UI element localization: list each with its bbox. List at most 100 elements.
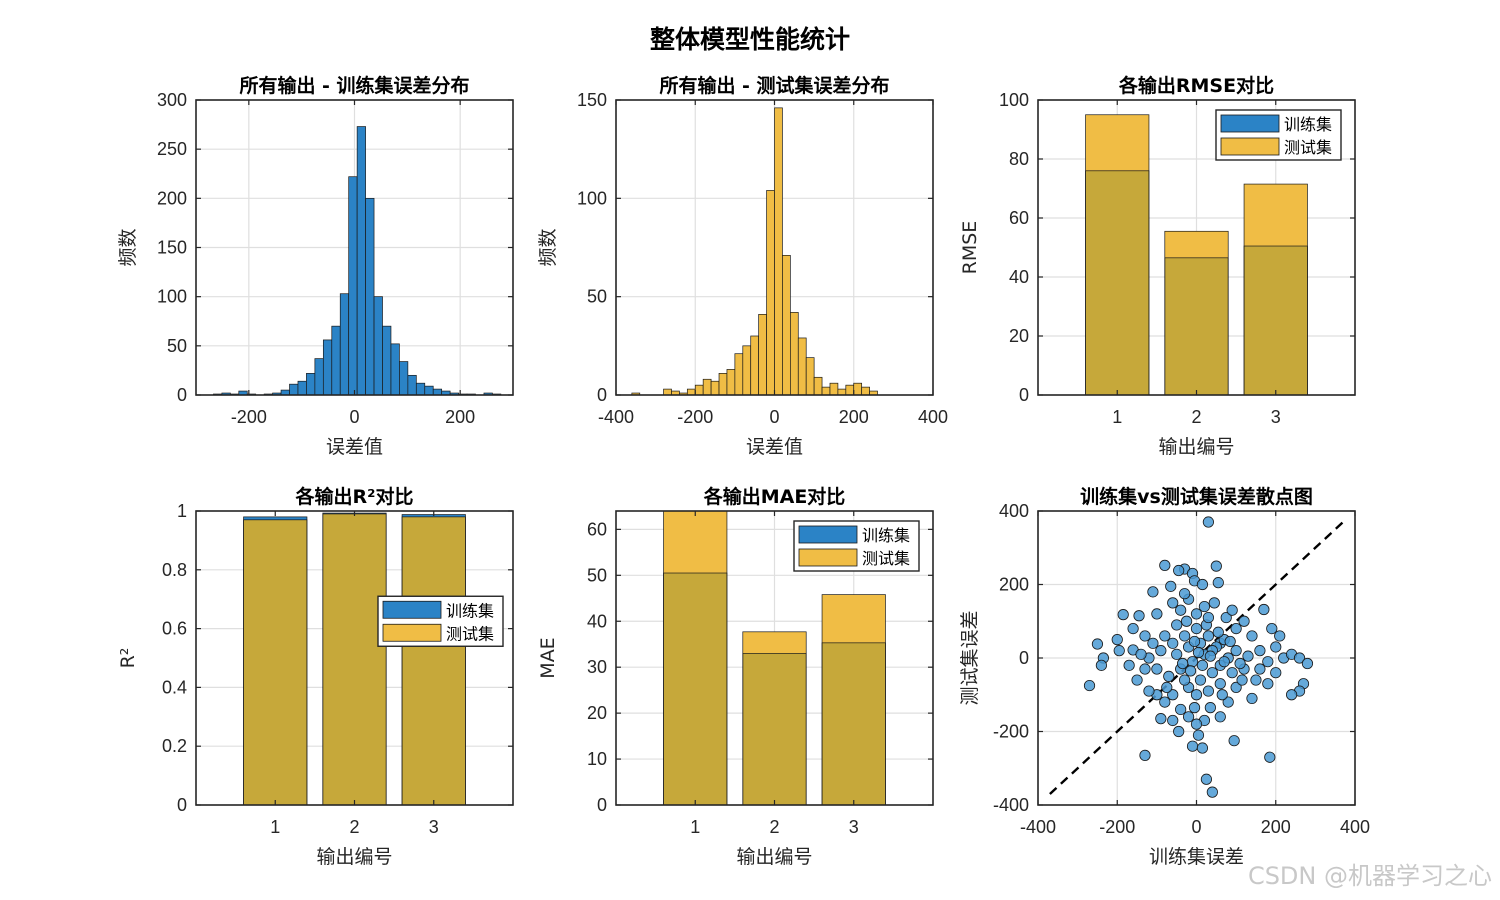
y-axis-label: 测试集误差 xyxy=(959,610,981,705)
scatter-point xyxy=(1180,615,1193,627)
y-tick-label: 100 xyxy=(157,287,187,307)
scatter-point xyxy=(1186,740,1199,752)
scatter-point xyxy=(1151,663,1163,675)
scatter-point xyxy=(1159,630,1171,642)
scatter-point xyxy=(1165,580,1177,592)
scatter-point xyxy=(1204,702,1216,714)
scatter-point xyxy=(1220,611,1232,624)
scatter-point xyxy=(1173,725,1185,738)
bar-overlap xyxy=(1164,257,1229,395)
scatter-point xyxy=(1246,692,1258,705)
plot-marks xyxy=(243,512,466,806)
ticks: -200 0 200 0 50 100 150 200 250 300 xyxy=(157,90,513,427)
subplot-title: 各输出R²对比 xyxy=(295,485,414,508)
scatter-point xyxy=(1188,702,1201,714)
histogram-bar xyxy=(782,255,791,396)
histogram-bar xyxy=(821,386,831,396)
histogram-bar xyxy=(339,293,350,396)
subplot-title: 所有输出 - 测试集误差分布 xyxy=(659,74,889,97)
scatter-point xyxy=(1202,630,1214,642)
scatter-point xyxy=(1155,645,1167,657)
histogram-bar xyxy=(726,369,736,396)
legend-label-train: 训练集 xyxy=(446,601,494,620)
scatter-point xyxy=(1216,689,1228,701)
legend-label-train: 训练集 xyxy=(862,526,910,545)
y-tick-label: 0 xyxy=(177,795,187,815)
histogram-bar xyxy=(845,384,855,396)
x-tick-label: 2 xyxy=(349,817,359,837)
histogram-bar xyxy=(829,382,839,396)
scatter-point xyxy=(1198,600,1211,613)
y-tick-label: 60 xyxy=(587,519,607,539)
y-tick-label: -400 xyxy=(993,795,1029,815)
x-tick-label: 400 xyxy=(918,407,948,427)
scatter-point xyxy=(1131,674,1143,686)
scatter-point xyxy=(1212,577,1224,589)
y-tick-label: 0 xyxy=(597,385,607,405)
y-tick-label: 0 xyxy=(597,795,607,815)
bar-overlap xyxy=(402,516,466,805)
bar-excess xyxy=(1085,114,1149,171)
histogram-bar xyxy=(750,335,759,396)
histogram-bar xyxy=(382,325,392,396)
scatter-point xyxy=(1202,685,1214,697)
plot-marks xyxy=(1049,516,1344,798)
x-tick-label: 0 xyxy=(349,407,359,427)
scatter-point xyxy=(1179,674,1191,686)
scatter-point xyxy=(1214,678,1226,690)
scatter-point xyxy=(1196,659,1209,671)
ticks: 1 2 3 0 20 40 60 80 100 xyxy=(999,90,1355,427)
x-tick-label: 1 xyxy=(1112,407,1122,427)
x-axis-label: 输出编号 xyxy=(736,846,812,868)
scatter-point xyxy=(1135,648,1147,660)
scatter-point xyxy=(1095,659,1108,671)
x-tick-label: -400 xyxy=(598,407,634,427)
y-tick-label: 30 xyxy=(587,657,607,677)
y-tick-label: 60 xyxy=(1009,208,1029,228)
scatter-point xyxy=(1236,674,1248,686)
scatter-point xyxy=(1214,711,1226,723)
subplot-title: 各输出RMSE对比 xyxy=(1118,74,1274,97)
scatter-point xyxy=(1179,630,1191,642)
y-tick-label: 300 xyxy=(157,90,187,110)
scatter-point xyxy=(1167,689,1179,701)
bar-excess xyxy=(1164,231,1229,258)
y-tick-label: 40 xyxy=(1009,267,1029,287)
x-tick-label: 2 xyxy=(1191,407,1201,427)
scatter-point xyxy=(1179,588,1191,600)
scatter-point xyxy=(1147,637,1159,649)
subplot-2: -400 -200 0 200 400 0 50 100 150 所有输出 - 测试集误差分布误差… xyxy=(537,74,948,458)
y-tick-label: 100 xyxy=(999,90,1029,110)
scatter-point xyxy=(1123,659,1135,671)
scatter-point xyxy=(1204,650,1216,662)
histogram-bar xyxy=(853,382,863,396)
scatter-point xyxy=(1155,713,1167,725)
scatter-point xyxy=(1208,597,1220,609)
histogram-bar xyxy=(407,374,417,396)
bar-overlap xyxy=(1244,246,1308,395)
scatter-point xyxy=(1218,656,1230,668)
histogram-bar xyxy=(306,373,316,396)
scatter-point xyxy=(1173,564,1185,577)
histogram-bar xyxy=(356,126,366,396)
scatter-point xyxy=(1270,641,1282,653)
y-tick-label: -200 xyxy=(993,722,1029,742)
scatter-point xyxy=(1163,670,1175,682)
y-tick-label: 40 xyxy=(587,611,607,631)
x-axis-label: 误差值 xyxy=(326,436,383,458)
histogram-bar xyxy=(789,312,799,396)
histogram-bar xyxy=(861,386,870,396)
scatter-point xyxy=(1250,674,1262,686)
watermark: CSDN @机器学习之心 xyxy=(1248,862,1492,890)
bar-excess xyxy=(1244,184,1308,247)
scatter-point xyxy=(1230,681,1242,694)
ticks: -400 -200 0 200 400 0 50 100 150 xyxy=(577,90,948,427)
subplot-1: -200 0 200 0 50 100 150 200 250 300 所有输出 - 训练集误差分布… xyxy=(117,74,514,458)
bar-excess xyxy=(822,594,886,643)
y-tick-label: 50 xyxy=(587,565,607,585)
histogram-bar xyxy=(432,388,443,396)
y-tick-label: 20 xyxy=(1009,326,1029,346)
